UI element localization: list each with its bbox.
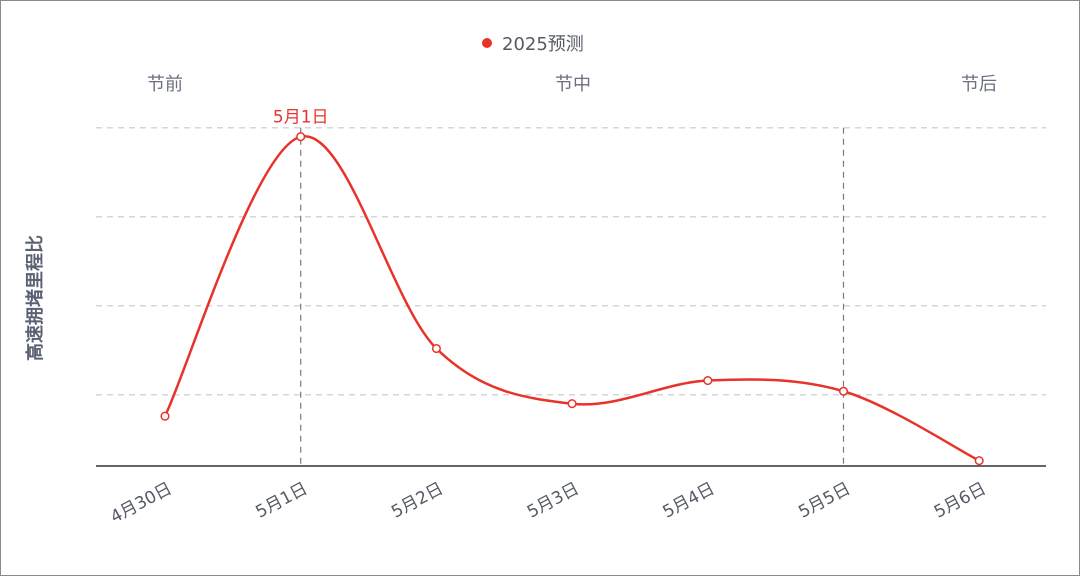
x-tick-label-5: 5月5日 — [795, 479, 854, 523]
legend-marker — [482, 38, 492, 48]
legend[interactable]: 2025预测 — [482, 30, 584, 56]
data-point-5 — [838, 386, 849, 396]
data-point-3 — [567, 399, 577, 409]
data-point-1 — [296, 132, 306, 142]
data-point-0 — [160, 411, 170, 421]
phase-label-post: 节后 — [961, 74, 997, 95]
x-tick-label-4: 5月4日 — [660, 479, 719, 523]
data-point-4 — [703, 376, 713, 386]
data-point-6 — [974, 456, 984, 466]
x-tick-label-1: 5月1日 — [253, 479, 312, 523]
data-point-2 — [431, 343, 441, 354]
legend-label: 2025预测 — [502, 34, 584, 55]
phase-label-mid: 节中 — [555, 74, 591, 95]
series-line-2025 — [163, 135, 980, 462]
x-tick-label-0: 4月30日 — [107, 479, 175, 528]
phase-label-pre: 节前 — [147, 74, 183, 95]
x-tick-label-3: 5月3日 — [524, 479, 583, 523]
x-tick-label-6: 5月6日 — [931, 479, 990, 523]
annotation-label-0: 5月1日 — [273, 108, 329, 128]
x-tick-label-2: 5月2日 — [388, 479, 447, 523]
